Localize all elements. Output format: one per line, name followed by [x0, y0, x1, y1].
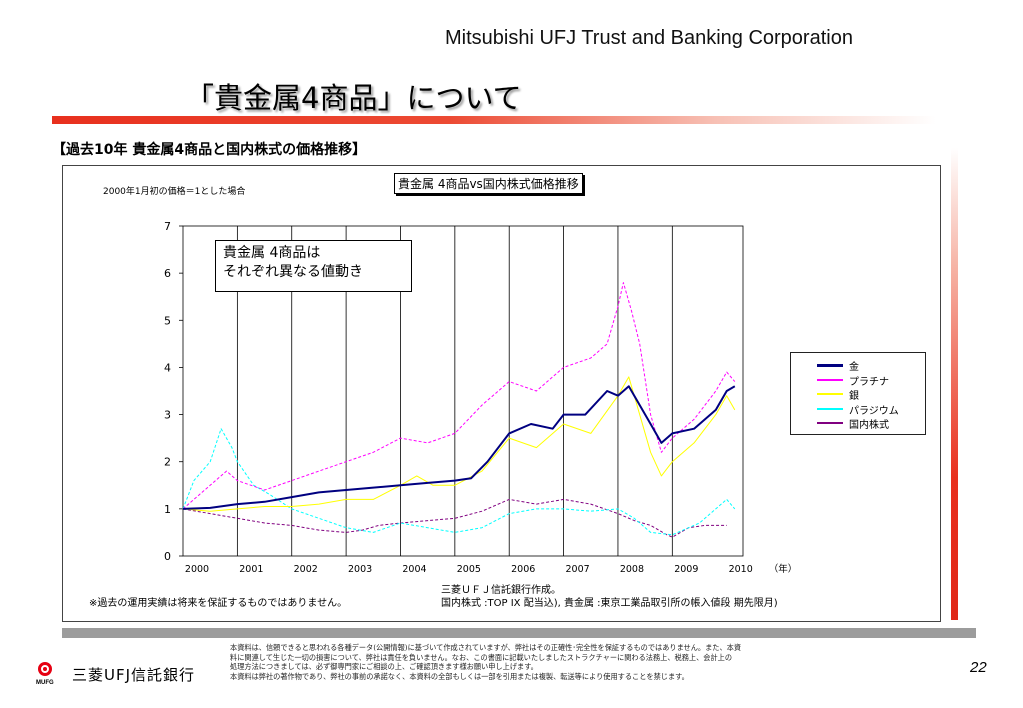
plot-area-frame	[182, 225, 744, 557]
mufg-mark-text: MUFG	[36, 680, 54, 686]
y-tick-label-3: 3	[164, 409, 171, 422]
x-tick-label-2007: 2007	[565, 564, 589, 575]
y-tick-label-5: 5	[164, 314, 171, 327]
x-tick-label-2005: 2005	[457, 564, 481, 575]
x-tick-label-2003: 2003	[348, 564, 372, 575]
y-tick-label-1: 1	[164, 503, 171, 516]
legend-swatch	[817, 407, 843, 410]
legal-line-1: 本資料は、信頼できると思われる各種データ(公開情報)に基づいて作成されていますが…	[230, 643, 742, 652]
legend-label: プラチナ	[849, 376, 889, 388]
chart-legend: 金プラチナ銀パラジウム国内株式	[790, 352, 926, 435]
title-underline-bar	[52, 116, 936, 124]
x-tick-label-2000: 2000	[185, 564, 209, 575]
legal-footer: 本資料は、信頼できると思われる各種データ(公開情報)に基づいて作成されていますが…	[230, 643, 860, 681]
legal-line-4: 本資料は弊社の著作物であり、弊社の事前の承諾なく、本資料の全部もしくは一部を引用…	[230, 671, 689, 681]
bank-name: 三菱UFJ信託銀行	[72, 666, 196, 684]
series-line-0	[182, 385, 736, 510]
legend-swatch	[817, 422, 843, 424]
legend-swatch	[817, 393, 843, 395]
slide-title: 「貴金属4商品」について	[185, 81, 522, 115]
y-tick-label-4: 4	[164, 361, 171, 374]
price-chart: 0 1 2 3 4 5 6 7 2000 2001 2002 2003 2004 2005 2006 2007…	[164, 220, 798, 575]
right-accent-bar	[951, 148, 958, 620]
x-tick-label-2004: 2004	[402, 564, 426, 575]
source-line-2: 国内株式 :TOP IX 配当込), 貴金属 :東京工業品取引所の帳入値段 期先…	[441, 598, 778, 609]
x-tick-label-2006: 2006	[511, 564, 535, 575]
y-tick-label-6: 6	[164, 267, 171, 280]
y-tick-label-7: 7	[164, 220, 171, 233]
x-tick-label-2009: 2009	[674, 564, 698, 575]
legal-line-3: 処理方法につきましては、必ず御専門家にご相談の上、ご確認頂きます様お願い申し上げ…	[230, 662, 538, 671]
chart-panel: 0 1 2 3 4 5 6 7 2000 2001 2002 2003 2004 2005 2006 2007…	[62, 165, 941, 622]
series-line-4	[182, 498, 727, 538]
y-tick-label-2: 2	[164, 456, 171, 469]
legend-swatch	[817, 364, 843, 367]
x-tick-label-2008: 2008	[620, 564, 644, 575]
legend-swatch	[817, 378, 843, 381]
legal-line-2: 料に関連して生じた一切の損害について、弊社は責任を負いません。なお、この書面に記…	[230, 652, 733, 662]
legend-label: パラジウム	[849, 405, 899, 417]
chart-callout: 貴金属 4商品は それぞれ異なる値動き	[215, 240, 412, 292]
footer-divider-bar	[62, 628, 976, 638]
source-note: 三菱ＵＦＪ信託銀行作成。 国内株式 :TOP IX 配当込), 貴金属 :東京工…	[441, 584, 778, 610]
series-line-1	[182, 282, 736, 510]
callout-line-2: それぞれ異なる値動き	[223, 264, 363, 280]
callout-line-1: 貴金属 4商品は	[223, 245, 321, 261]
legend-item: プラチナ	[791, 373, 925, 388]
legend-item: 国内株式	[791, 416, 925, 431]
legend-item: パラジウム	[791, 402, 925, 417]
chart-normalization-note: 2000年1月初の価格＝1とした場合	[103, 187, 246, 197]
legend-item: 銀	[791, 387, 925, 402]
page-number: 22	[970, 659, 987, 676]
legend-label: 国内株式	[849, 420, 889, 431]
y-tick-label-0: 0	[164, 550, 171, 563]
mufg-mark-icon	[38, 662, 52, 676]
performance-disclaimer: ※過去の運用実績は将来を保証するものではありません。	[89, 598, 348, 609]
x-tick-label-2010: 2010	[729, 564, 753, 575]
series-line-3	[182, 428, 736, 536]
chart-title: 貴金属 4商品vs国内株式価格推移	[394, 173, 583, 194]
source-line-1: 三菱ＵＦＪ信託銀行作成。	[441, 585, 561, 596]
series-line-2	[182, 376, 736, 512]
section-title: 【過去10年 貴金属4商品と国内株式の価格推移】	[52, 142, 367, 158]
x-axis-unit-label: （年）	[769, 563, 798, 575]
x-tick-label-2001: 2001	[239, 564, 263, 575]
legend-label: 金	[849, 362, 859, 373]
company-name: Mitsubishi UFJ Trust and Banking Corpora…	[445, 27, 853, 49]
legend-item: 金	[791, 358, 925, 373]
legend-label: 銀	[849, 391, 859, 402]
x-tick-label-2002: 2002	[294, 564, 318, 575]
